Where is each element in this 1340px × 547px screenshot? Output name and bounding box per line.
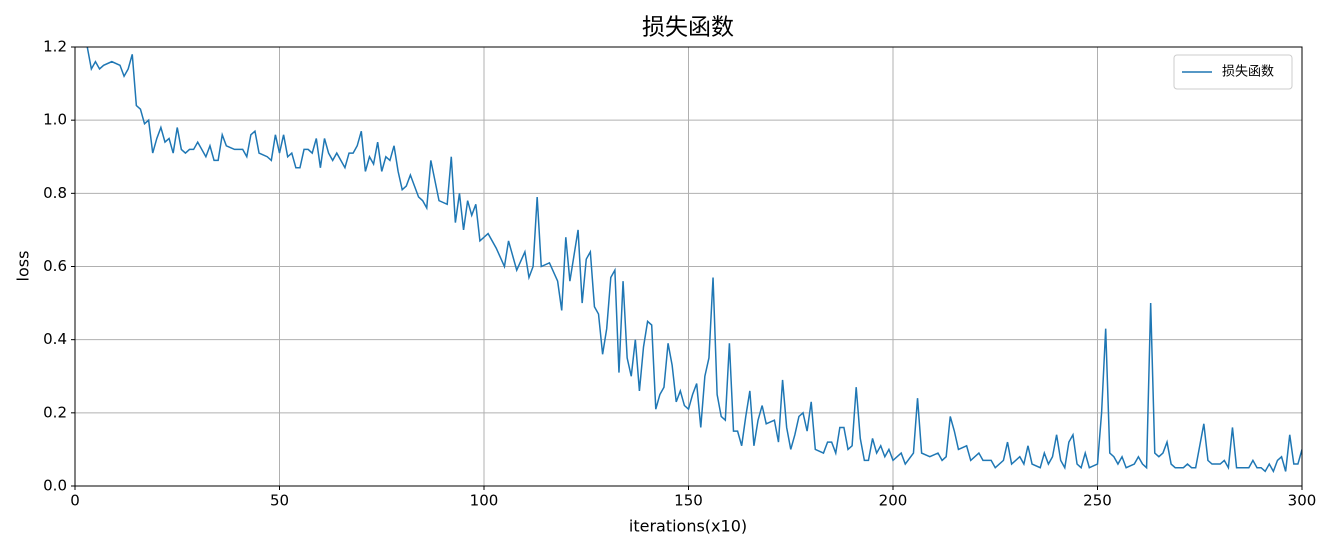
x-tick-label: 0 [70,492,80,510]
plot-frame [74,46,1303,487]
y-tick-label: 1.2 [43,38,67,56]
data-line [86,46,1302,474]
x-tick-label: 100 [470,492,499,510]
x-tick-label: 300 [1288,492,1317,510]
x-axis-label: iterations(x10) [629,517,747,536]
legend-box [1173,54,1293,90]
x-tick-label: 250 [1083,492,1112,510]
y-tick-label: 1.0 [43,111,67,129]
chart-title: 损失函数 [642,15,734,41]
x-tick-label: 50 [270,492,289,510]
x-tick-label: 150 [674,492,703,510]
y-tick-label: 0.8 [43,184,67,202]
y-tick-label: 0.6 [43,257,67,275]
legend-label: 损失函数 [1222,65,1274,80]
y-tick-label: 0.4 [43,330,67,348]
x-tick-label: 200 [879,492,908,510]
y-tick-label: 0.0 [43,477,67,495]
y-tick-label: 0.2 [43,403,67,421]
y-axis-label: loss [14,251,33,282]
